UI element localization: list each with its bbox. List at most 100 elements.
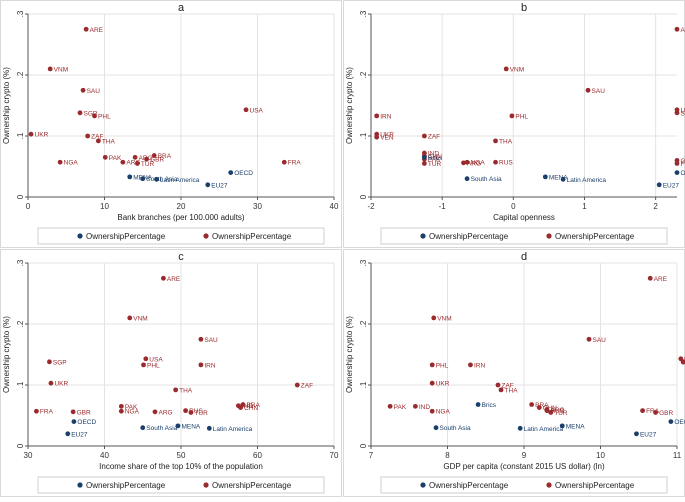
point-label: IRN <box>204 362 216 369</box>
data-point <box>586 88 591 93</box>
chart-title: c <box>178 251 184 263</box>
data-point <box>543 174 548 179</box>
y-tick-label: .3 <box>16 10 25 17</box>
point-label: THA <box>102 138 116 145</box>
point-label: FRA <box>40 409 54 416</box>
data-point <box>431 316 436 321</box>
point-label: UKR <box>436 381 450 388</box>
y-tick-label: .1 <box>359 132 368 139</box>
x-tick-label: 70 <box>330 451 339 460</box>
data-point <box>48 67 53 72</box>
point-label: PHL <box>515 113 528 120</box>
point-label: ZAF <box>301 383 313 390</box>
point-label: IRN <box>380 113 392 120</box>
data-point <box>499 387 504 392</box>
chart-title: a <box>178 2 185 14</box>
point-label: NGA <box>436 409 451 416</box>
y-tick-label: .3 <box>16 259 25 266</box>
data-point <box>85 134 90 139</box>
data-point <box>465 160 470 165</box>
point-label: PHL <box>147 362 160 369</box>
y-tick-label: .2 <box>359 320 368 327</box>
legend-marker-red <box>546 233 551 238</box>
point-label: VNM <box>510 66 524 73</box>
point-label: FRA <box>681 161 685 168</box>
point-label: THA <box>505 387 519 394</box>
data-point <box>587 337 592 342</box>
data-point <box>561 177 566 182</box>
legend-marker-blue <box>77 233 82 238</box>
legend-label: OwnershipPercentage <box>555 481 635 490</box>
point-label: MENA <box>549 174 568 181</box>
data-point <box>96 138 101 143</box>
data-point <box>81 88 86 93</box>
data-point <box>430 381 435 386</box>
data-point <box>374 135 379 140</box>
data-point <box>119 409 124 414</box>
data-point <box>140 176 145 181</box>
data-point <box>476 402 481 407</box>
x-tick-label: 30 <box>253 202 262 211</box>
point-label: EU27 <box>663 182 680 189</box>
x-tick-label: 60 <box>253 451 262 460</box>
point-label: PHL <box>436 362 449 369</box>
data-point <box>388 404 393 409</box>
legend-marker-red <box>203 482 208 487</box>
data-point <box>510 113 515 118</box>
data-point <box>135 161 140 166</box>
point-label: UKR <box>54 381 68 388</box>
data-point <box>207 426 212 431</box>
y-tick-label: 0 <box>16 194 25 199</box>
point-label: MENA <box>181 423 200 430</box>
data-point <box>434 425 439 430</box>
legend-label: OwnershipPercentage <box>86 481 166 490</box>
x-axis-label: Income share of the top 10% of the popul… <box>99 462 263 471</box>
data-point <box>205 182 210 187</box>
data-point <box>675 170 680 175</box>
point-label: GBR <box>659 410 673 417</box>
legend-marker-red <box>546 482 551 487</box>
point-label: NGA <box>471 160 486 167</box>
y-tick-label: .1 <box>359 381 368 388</box>
data-point <box>65 431 70 436</box>
data-point <box>634 431 639 436</box>
x-axis-label: Bank branches (per 100.000 adults) <box>117 213 245 222</box>
point-label: THA <box>179 387 193 394</box>
data-point <box>430 409 435 414</box>
data-point <box>282 160 287 165</box>
data-point <box>58 160 63 165</box>
data-point <box>422 161 427 166</box>
x-tick-label: -1 <box>439 202 447 211</box>
point-label: PHL <box>98 113 111 120</box>
data-point <box>548 410 553 415</box>
data-point <box>675 110 680 115</box>
data-point <box>295 383 300 388</box>
x-tick-label: 0 <box>26 202 31 211</box>
data-point <box>198 337 203 342</box>
data-point <box>127 316 132 321</box>
data-point <box>49 381 54 386</box>
data-point <box>493 160 498 165</box>
y-tick-label: .2 <box>16 71 25 78</box>
point-label: OECD <box>77 419 96 426</box>
point-label: ARG <box>158 409 172 416</box>
data-point <box>430 362 435 367</box>
x-tick-label: 20 <box>177 202 186 211</box>
point-label: Latin America <box>524 426 564 433</box>
point-label: EU27 <box>640 431 657 438</box>
data-point <box>29 132 34 137</box>
chart-title: d <box>521 251 527 263</box>
point-label: South Asia <box>440 425 471 432</box>
chart-title: b <box>521 2 527 14</box>
y-axis-label: Ownership crypto (%) <box>345 316 354 393</box>
point-label: TUR <box>141 161 155 168</box>
point-label: SGP <box>681 359 685 366</box>
plot-area <box>371 14 677 197</box>
point-label: ARE <box>654 276 668 283</box>
legend-label: OwnershipPercentage <box>86 232 166 241</box>
data-point <box>529 402 534 407</box>
legend-label: OwnershipPercentage <box>429 232 509 241</box>
